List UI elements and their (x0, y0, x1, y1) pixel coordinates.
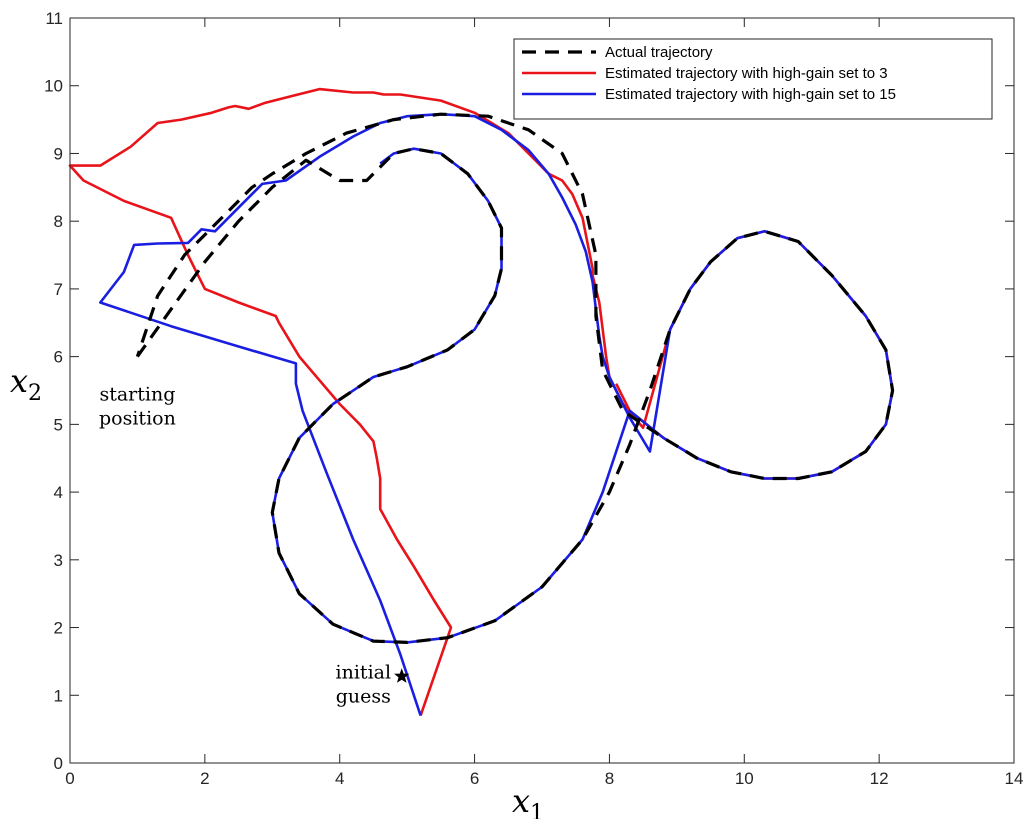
annotation-line: position (99, 408, 176, 430)
annotation-line: initial (336, 661, 392, 683)
series-line-2 (99, 112, 894, 717)
legend-items: Actual trajectory Estimated trajectory wi… (522, 44, 896, 103)
annotation-1: initial guess (336, 661, 392, 707)
legend-label-1: Estimated trajectory with high-gain set … (605, 65, 888, 82)
initial-guess-marker (394, 668, 410, 683)
y-tick-label: 10 (44, 77, 63, 96)
series-layer (68, 87, 895, 717)
y-tick-label: 2 (54, 619, 63, 638)
plot-frame (69, 17, 1015, 764)
y-tick-label: 9 (54, 144, 63, 163)
x-axis-label-main: x (512, 782, 530, 819)
y-tick-label: 11 (45, 9, 63, 28)
y-axis-label-sub: 2 (28, 381, 42, 406)
y-tick-label: 3 (54, 551, 63, 570)
x-tick-label: 2 (200, 769, 209, 788)
y-tick-label: 4 (54, 483, 63, 502)
annotation-line: starting (99, 384, 175, 406)
x-tick-label: 10 (735, 769, 754, 788)
plot-background (70, 18, 1014, 763)
y-tick-label: 7 (54, 280, 63, 299)
legend-label-2: Estimated trajectory with high-gain set … (605, 86, 896, 103)
legend-label-0: Actual trajectory (605, 44, 713, 61)
y-tick-label: 8 (54, 212, 63, 231)
x-tick-label: 0 (65, 769, 74, 788)
legend: Actual trajectory Estimated trajectory wi… (513, 38, 993, 120)
annotation-0: starting position (99, 384, 176, 430)
y-axis-label: x2 (10, 362, 42, 406)
x-tick-label: 12 (870, 769, 889, 788)
annotation-layer: starting position initial guess (99, 384, 391, 708)
x-axis-label-sub: 1 (530, 801, 544, 819)
x-tick-label: 14 (1005, 769, 1024, 788)
x-tick-label: 6 (470, 769, 479, 788)
series-line-0 (135, 112, 895, 645)
x-tick-label: 8 (605, 769, 614, 788)
x-axis-label: x1 (512, 782, 544, 819)
y-tick-label: 0 (54, 754, 63, 773)
y-tick-label: 6 (54, 348, 63, 367)
x-tick-label: 4 (335, 769, 344, 788)
y-axis-label-main: x (10, 362, 28, 400)
y-tick-label: 1 (54, 686, 63, 705)
annotation-line: guess (336, 685, 391, 707)
y-tick-label: 5 (54, 415, 63, 434)
marker-layer (394, 668, 410, 683)
